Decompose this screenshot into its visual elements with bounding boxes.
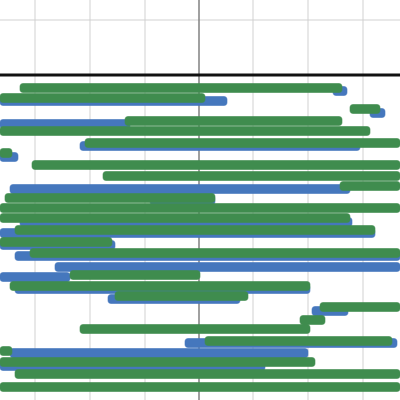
range-bar [31,160,400,170]
range-bar [54,262,400,272]
range-bar [102,171,400,181]
range-bar [0,126,371,136]
range-bar [0,203,400,213]
range-bar [14,225,376,235]
range-bar [114,291,249,301]
range-bar [9,281,311,291]
range-bar [4,193,216,203]
range-bar [0,382,400,392]
range-bar [69,270,201,280]
range-bar [0,93,206,103]
range-bar [349,104,381,114]
range-bar [0,357,316,367]
range-bar [14,369,400,379]
range-bar [124,116,343,126]
range-bar [79,324,311,334]
range-bar [0,148,13,158]
range-bar [0,346,13,356]
range-bar [0,237,113,247]
range-bar [0,213,351,223]
range-bar [9,348,309,358]
range-bar [84,138,400,148]
range-bar [29,248,400,258]
range-bar [299,315,326,325]
range-bar [19,83,343,93]
range-bar [0,272,71,282]
range-bar [319,302,400,312]
range-bar [9,184,351,194]
range-bar [339,181,400,191]
range-bar [204,336,393,346]
